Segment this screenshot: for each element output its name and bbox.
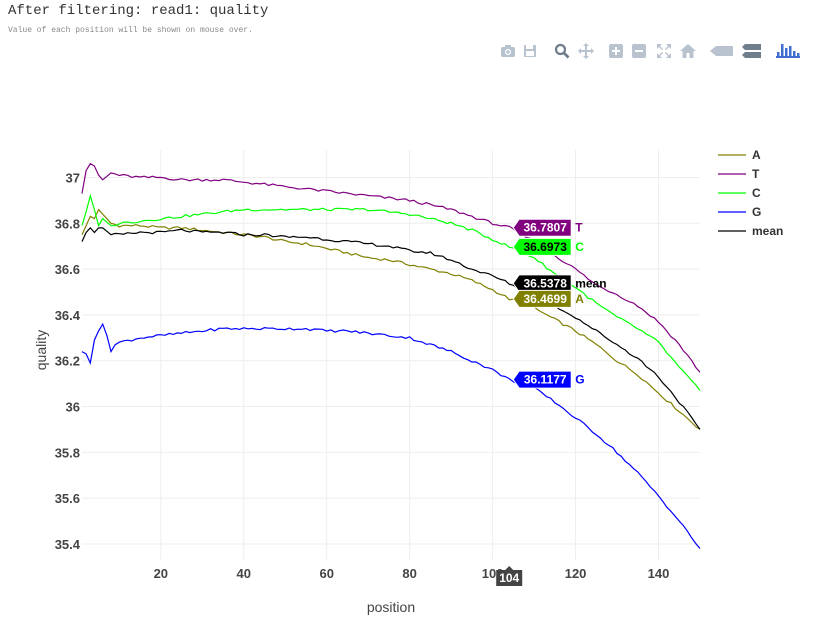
hover-x-label: 104: [496, 566, 523, 586]
hover-value-G: 36.1177: [524, 373, 567, 387]
x-tick-label: 60: [319, 566, 333, 581]
hover-closest-icon[interactable]: [709, 42, 735, 60]
legend-label-G[interactable]: G: [752, 205, 761, 219]
hover-x-box: [496, 566, 523, 586]
plotly-logo-icon[interactable]: [775, 42, 801, 60]
hover-series-name-T: T: [575, 221, 583, 235]
autoscale-icon[interactable]: [655, 42, 673, 60]
pan-icon[interactable]: [577, 42, 595, 60]
y-tick-label: 35.8: [55, 445, 80, 460]
series-line-C[interactable]: [81, 193, 701, 391]
x-tick-label: 40: [237, 566, 251, 581]
legend-label-mean[interactable]: mean: [752, 224, 783, 238]
zoom-out-icon[interactable]: [630, 42, 648, 60]
camera-icon[interactable]: [499, 42, 517, 60]
hover-label-mean: 36.5378 mean: [512, 274, 607, 293]
hover-box-T: [512, 218, 572, 237]
hover-compare-icon[interactable]: [741, 42, 763, 60]
axes: 20 40 60 80 100 120 14035.435.635.83636.236.43…: [55, 170, 670, 581]
hover-series-name-C: C: [575, 240, 584, 254]
home-icon[interactable]: [679, 42, 697, 60]
modebar: [497, 42, 807, 62]
y-tick-label: 36.2: [55, 354, 80, 369]
hover-labels: 36.7807 T 36.6973 C 36.5378 mean 36.4699 A 36.11…: [496, 218, 607, 586]
x-tick-label: 120: [565, 566, 587, 581]
hover-label-G: 36.1177 G: [512, 370, 585, 389]
legend-label-C[interactable]: C: [752, 186, 761, 200]
hover-value-C: 36.6973: [524, 240, 568, 254]
y-tick-label: 35.4: [55, 537, 81, 552]
zoom-in-icon[interactable]: [607, 42, 625, 60]
hover-series-name-mean: mean: [575, 276, 606, 290]
hover-value-T: 36.7807: [524, 221, 568, 235]
hover-box-A: [512, 289, 572, 308]
x-tick-label: 20: [154, 566, 168, 581]
hover-label-A: 36.4699 A: [512, 289, 584, 308]
y-tick-label: 35.6: [55, 491, 80, 506]
save-icon[interactable]: [521, 42, 539, 60]
series-lines: [81, 162, 701, 549]
x-tick-label: 80: [402, 566, 416, 581]
series-line-mean[interactable]: [81, 227, 701, 430]
series-line-T[interactable]: [81, 162, 701, 373]
hover-x-value: 104: [499, 571, 519, 585]
y-tick-label: 36: [66, 400, 80, 415]
y-tick-label: 36.8: [55, 216, 80, 231]
series-line-G[interactable]: [81, 322, 701, 549]
hover-value-mean: 36.5378: [524, 276, 568, 290]
chart-subtitle: Value of each position will be shown on …: [8, 26, 253, 35]
chart-title: After filtering: read1: quality: [8, 3, 269, 19]
gridlines: [82, 150, 700, 560]
legend-label-T[interactable]: T: [752, 167, 760, 181]
hover-label-C: 36.6973 C: [512, 237, 584, 256]
zoom-icon[interactable]: [553, 42, 571, 60]
y-tick-label: 36.6: [55, 262, 80, 277]
hover-value-A: 36.4699: [524, 292, 568, 306]
x-tick-label: 140: [648, 566, 670, 581]
legend-label-A[interactable]: A: [752, 148, 761, 162]
y-tick-label: 36.4: [55, 308, 81, 323]
series-line-A[interactable]: [81, 208, 701, 430]
hover-label-T: 36.7807 T: [512, 218, 583, 237]
x-axis-title: position: [367, 599, 415, 615]
hover-series-name-G: G: [575, 373, 584, 387]
y-tick-label: 37: [66, 170, 80, 185]
hover-box-mean: [512, 274, 572, 293]
hover-series-name-A: A: [575, 292, 584, 306]
y-axis-title: quality: [33, 330, 49, 370]
hover-box-G: [512, 370, 572, 389]
hover-box-C: [512, 237, 572, 256]
